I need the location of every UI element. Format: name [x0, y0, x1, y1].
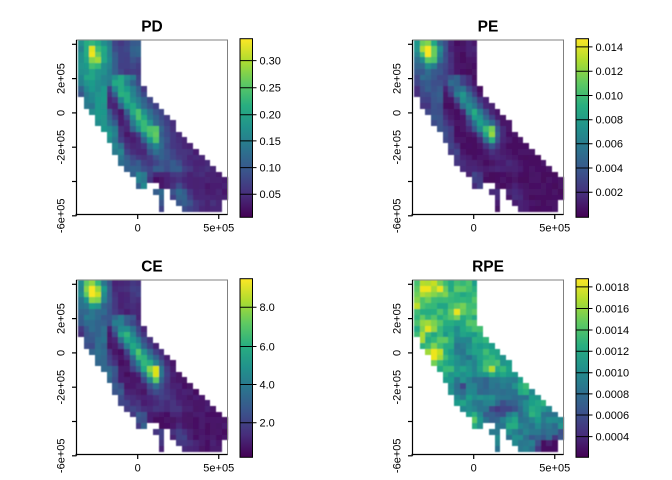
- svg-text:2e+05: 2e+05: [55, 303, 67, 334]
- svg-text:5e+05: 5e+05: [203, 223, 234, 235]
- svg-text:0.25: 0.25: [260, 83, 281, 95]
- svg-text:6.0: 6.0: [260, 341, 275, 353]
- svg-text:5e+05: 5e+05: [203, 463, 234, 475]
- svg-text:2.0: 2.0: [260, 418, 275, 430]
- svg-text:RPE: RPE: [472, 259, 504, 276]
- svg-text:0.10: 0.10: [260, 163, 281, 175]
- svg-text:4.0: 4.0: [260, 379, 275, 391]
- svg-text:-6e+05: -6e+05: [391, 439, 403, 474]
- svg-text:0.0008: 0.0008: [596, 389, 630, 401]
- svg-text:5e+05: 5e+05: [539, 463, 570, 475]
- svg-text:5e+05: 5e+05: [539, 223, 570, 235]
- svg-text:8.0: 8.0: [260, 302, 275, 314]
- svg-text:0.0006: 0.0006: [596, 410, 630, 422]
- svg-text:-2e+05: -2e+05: [55, 370, 67, 405]
- svg-text:0: 0: [135, 223, 141, 235]
- svg-text:0.0016: 0.0016: [596, 303, 630, 315]
- svg-text:0: 0: [471, 463, 477, 475]
- svg-text:CE: CE: [141, 259, 163, 276]
- svg-text:-6e+05: -6e+05: [55, 439, 67, 474]
- svg-text:-6e+05: -6e+05: [391, 199, 403, 234]
- svg-text:-2e+05: -2e+05: [391, 370, 403, 405]
- svg-text:PD: PD: [141, 19, 163, 36]
- svg-text:PE: PE: [478, 19, 499, 36]
- svg-text:-2e+05: -2e+05: [55, 130, 67, 165]
- svg-text:0.0010: 0.0010: [596, 368, 630, 380]
- svg-text:0.0012: 0.0012: [596, 346, 630, 358]
- svg-text:-6e+05: -6e+05: [55, 199, 67, 234]
- svg-text:0: 0: [55, 110, 67, 116]
- svg-text:0.014: 0.014: [596, 42, 624, 54]
- svg-text:0: 0: [391, 350, 403, 356]
- svg-text:0.010: 0.010: [596, 90, 624, 102]
- svg-text:0.0004: 0.0004: [596, 432, 630, 444]
- svg-text:0.05: 0.05: [260, 189, 281, 201]
- svg-text:0: 0: [471, 223, 477, 235]
- svg-text:2e+05: 2e+05: [391, 303, 403, 334]
- svg-text:0.0018: 0.0018: [596, 282, 630, 294]
- svg-text:-2e+05: -2e+05: [391, 130, 403, 165]
- svg-text:0.004: 0.004: [596, 163, 624, 175]
- svg-text:2e+05: 2e+05: [391, 63, 403, 94]
- svg-text:0.15: 0.15: [260, 136, 281, 148]
- svg-text:2e+05: 2e+05: [55, 63, 67, 94]
- svg-text:0.30: 0.30: [260, 56, 281, 68]
- svg-text:0.008: 0.008: [596, 115, 624, 127]
- svg-text:0: 0: [135, 463, 141, 475]
- svg-text:0: 0: [55, 350, 67, 356]
- svg-text:0.20: 0.20: [260, 110, 281, 122]
- svg-text:0: 0: [391, 110, 403, 116]
- svg-text:0.006: 0.006: [596, 139, 624, 151]
- svg-text:0.0014: 0.0014: [596, 325, 630, 337]
- svg-text:0.002: 0.002: [596, 187, 624, 199]
- svg-text:0.012: 0.012: [596, 66, 624, 78]
